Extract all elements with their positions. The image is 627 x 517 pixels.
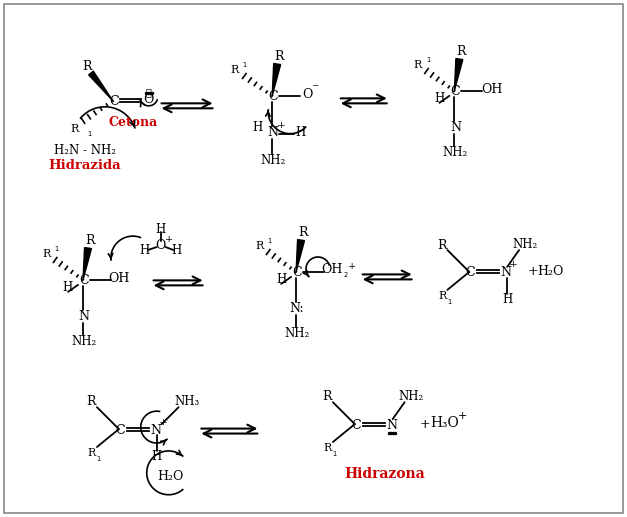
Text: N: N <box>386 419 397 432</box>
Text: R: R <box>42 249 50 259</box>
Text: Hidrazona: Hidrazona <box>344 467 425 481</box>
Text: +: + <box>419 418 430 431</box>
Text: +: + <box>348 263 356 271</box>
Text: N: N <box>78 310 90 323</box>
Text: R: R <box>88 448 96 458</box>
Text: $_1$: $_1$ <box>243 60 248 70</box>
Text: NH₂: NH₂ <box>285 327 310 340</box>
Text: $_1$: $_1$ <box>446 297 452 307</box>
Text: $_1$: $_1$ <box>332 449 338 459</box>
Text: O: O <box>144 94 154 107</box>
Text: H₂N - NH₂: H₂N - NH₂ <box>54 144 116 157</box>
Text: N: N <box>268 126 278 139</box>
Text: NH₂: NH₂ <box>443 146 468 159</box>
Text: $_1$: $_1$ <box>426 55 431 65</box>
Text: ⁻: ⁻ <box>312 82 319 96</box>
Text: C: C <box>292 266 302 279</box>
Text: $_1$: $_1$ <box>55 244 60 254</box>
Text: C: C <box>109 95 119 109</box>
Text: +: + <box>458 411 467 421</box>
Text: NH₂: NH₂ <box>71 335 97 348</box>
Text: R: R <box>438 238 447 252</box>
Text: R: R <box>230 65 238 75</box>
Text: H: H <box>63 281 73 294</box>
Text: +: + <box>528 265 539 279</box>
Polygon shape <box>83 248 92 280</box>
Text: R: R <box>456 44 466 57</box>
Text: NH₂: NH₂ <box>398 390 423 403</box>
Text: +: + <box>159 418 168 427</box>
Text: C: C <box>115 423 125 436</box>
Text: C: C <box>465 266 475 279</box>
Text: R: R <box>275 50 284 63</box>
Text: R: R <box>87 394 96 408</box>
Text: R: R <box>85 234 95 247</box>
Text: C: C <box>79 275 89 287</box>
Text: N:: N: <box>290 302 304 315</box>
Text: H: H <box>295 126 305 139</box>
Text: O: O <box>155 238 166 252</box>
Polygon shape <box>296 239 305 272</box>
Text: R: R <box>71 124 79 134</box>
Text: H: H <box>502 293 512 306</box>
Text: C: C <box>451 85 460 98</box>
Text: Hidrazida: Hidrazida <box>49 159 122 172</box>
Text: H₂O: H₂O <box>538 265 564 279</box>
Text: OH: OH <box>321 264 342 277</box>
Text: H: H <box>434 93 445 105</box>
Text: +: + <box>277 121 285 130</box>
Text: H: H <box>152 450 162 463</box>
Text: +: + <box>508 261 517 269</box>
Text: $_1$: $_1$ <box>267 236 273 246</box>
Text: $_1$: $_1$ <box>87 130 93 140</box>
Text: R: R <box>438 291 446 301</box>
Text: R: R <box>324 443 332 453</box>
Text: R: R <box>82 59 92 72</box>
Text: O: O <box>302 88 312 101</box>
Text: R: R <box>298 225 308 239</box>
Text: $_2$: $_2$ <box>343 270 349 280</box>
Text: NH₂: NH₂ <box>261 154 286 167</box>
Text: N: N <box>150 423 161 436</box>
Text: R: R <box>322 390 332 403</box>
Text: NH₂: NH₂ <box>512 238 538 251</box>
Text: R: R <box>255 241 263 251</box>
Text: R: R <box>413 60 421 70</box>
Text: H: H <box>155 223 166 236</box>
Text: H: H <box>276 273 286 286</box>
Text: N: N <box>450 121 461 134</box>
Text: +: + <box>164 235 173 244</box>
Text: H: H <box>140 244 150 256</box>
Text: OH: OH <box>482 83 503 96</box>
Polygon shape <box>272 64 281 96</box>
Text: H: H <box>171 244 182 256</box>
Text: H: H <box>252 121 262 134</box>
Text: H₃O: H₃O <box>430 416 459 430</box>
Text: N: N <box>500 266 512 279</box>
Text: H₂O: H₂O <box>157 470 184 483</box>
Text: OH: OH <box>108 272 130 285</box>
Text: ∷: ∷ <box>146 88 152 97</box>
Text: $_1$: $_1$ <box>96 454 102 464</box>
Polygon shape <box>88 71 113 101</box>
Polygon shape <box>455 58 463 91</box>
Text: C: C <box>268 90 278 103</box>
Text: NH₃: NH₃ <box>174 394 199 408</box>
Text: Cetona: Cetona <box>108 116 157 129</box>
Text: C: C <box>351 419 361 432</box>
